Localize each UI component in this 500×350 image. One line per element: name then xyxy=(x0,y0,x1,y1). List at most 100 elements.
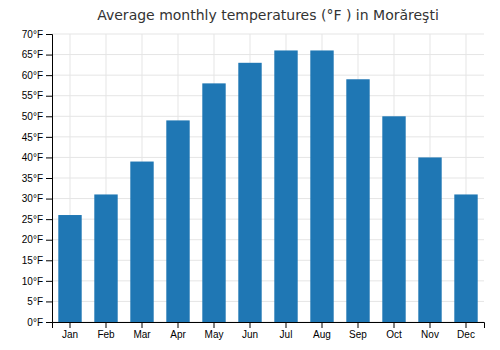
tick-label: 55°F xyxy=(22,90,43,101)
y-tick: 55°F xyxy=(22,90,52,101)
x-tick: Mar xyxy=(133,322,151,340)
y-tick: 10°F xyxy=(22,276,52,287)
tick-mark xyxy=(46,116,52,117)
grid xyxy=(52,34,484,322)
tick-mark xyxy=(46,322,52,323)
tick-mark xyxy=(214,322,215,328)
tick-mark xyxy=(46,137,52,138)
tick-mark xyxy=(46,219,52,220)
tick-mark xyxy=(322,322,323,328)
bars xyxy=(58,50,477,322)
tick-label: 5°F xyxy=(27,296,43,307)
bar xyxy=(454,194,477,322)
bar xyxy=(346,79,369,322)
tick-label: Apr xyxy=(170,329,186,340)
tick-mark xyxy=(46,34,52,35)
bar xyxy=(418,157,441,322)
tick-mark xyxy=(430,322,431,328)
tick-mark xyxy=(46,157,52,158)
axis-line xyxy=(46,35,53,323)
tick-label: 15°F xyxy=(22,255,43,266)
grid-line xyxy=(52,34,484,35)
tick-label: 70°F xyxy=(22,29,43,40)
tick-mark xyxy=(394,322,395,328)
y-tick: 50°F xyxy=(22,111,52,122)
tick-label: 10°F xyxy=(22,276,43,287)
tick-mark xyxy=(46,75,52,76)
x-tick: Jul xyxy=(280,322,293,340)
tick-label: Oct xyxy=(386,329,402,340)
bar xyxy=(274,50,297,322)
bar xyxy=(166,120,189,322)
tick-mark xyxy=(70,322,71,328)
tick-mark xyxy=(358,322,359,328)
tick-label: Sep xyxy=(349,329,367,340)
y-tick: 25°F xyxy=(22,214,52,225)
y-tick: 70°F xyxy=(22,29,52,40)
grid-line xyxy=(52,75,484,76)
x-tick: Dec xyxy=(457,322,475,340)
tick-label: Mar xyxy=(133,329,151,340)
tick-label: Aug xyxy=(313,329,331,340)
x-tick: Sep xyxy=(349,322,367,340)
tick-label: Dec xyxy=(457,329,475,340)
tick-label: 40°F xyxy=(22,152,43,163)
tick-mark xyxy=(178,322,179,328)
tick-mark xyxy=(46,260,52,261)
tick-label: 60°F xyxy=(22,70,43,81)
x-tick: Apr xyxy=(170,322,186,340)
tick-label: 50°F xyxy=(22,111,43,122)
tick-label: 30°F xyxy=(22,193,43,204)
y-tick: 15°F xyxy=(22,255,52,266)
y-tick: 40°F xyxy=(22,152,52,163)
x-axis: Jan Feb Mar Apr May Jun Jul Aug Sep Oct Nov Dec xyxy=(53,322,485,340)
x-tick: Feb xyxy=(97,322,115,340)
title: Average monthly temperatures (°F ) in Mo… xyxy=(97,7,439,23)
y-tick: 30°F xyxy=(22,193,52,204)
tick-label: 20°F xyxy=(22,234,43,245)
bar xyxy=(382,116,405,322)
tick-mark xyxy=(286,322,287,328)
y-tick: 65°F xyxy=(22,49,52,60)
tick-mark xyxy=(142,322,143,328)
tick-mark xyxy=(250,322,251,328)
tick-mark xyxy=(46,55,52,56)
grid-line xyxy=(52,54,484,55)
y-tick: 5°F xyxy=(27,296,52,307)
plot: Jan Feb Mar Apr May Jun Jul Aug Sep Oct Nov Dec 0°F 5… xyxy=(22,29,485,340)
tick-label: Jun xyxy=(242,329,258,340)
x-tick: Aug xyxy=(313,322,331,340)
tick-label: 35°F xyxy=(22,173,43,184)
axis-line xyxy=(53,323,485,329)
y-tick: 45°F xyxy=(22,132,52,143)
tick-mark xyxy=(46,178,52,179)
x-tick: Oct xyxy=(386,322,402,340)
x-tick: Nov xyxy=(421,322,439,340)
tick-label: Nov xyxy=(421,329,439,340)
tick-label: 0°F xyxy=(27,317,43,328)
x-tick: Jan xyxy=(62,322,78,340)
tick-label: 45°F xyxy=(22,132,43,143)
tick-label: Jul xyxy=(280,329,293,340)
grid-line xyxy=(52,116,484,117)
tick-mark xyxy=(46,301,52,302)
y-tick: 0°F xyxy=(27,317,52,328)
tick-mark xyxy=(106,322,107,328)
tick-label: 65°F xyxy=(22,49,43,60)
grid-line xyxy=(52,95,484,96)
y-tick: 20°F xyxy=(22,234,52,245)
y-axis: 0°F 5°F 10°F 15°F 20°F 25°F 30°F 35°F 40°F 45°F 50… xyxy=(22,29,53,328)
tick-label: Feb xyxy=(97,329,115,340)
bar xyxy=(130,162,153,322)
tick-label: Jan xyxy=(62,329,78,340)
bar xyxy=(58,215,81,322)
x-tick: May xyxy=(205,322,224,340)
tick-mark xyxy=(46,240,52,241)
tick-mark xyxy=(466,322,467,328)
tick-mark xyxy=(46,281,52,282)
tick-mark xyxy=(46,199,52,200)
bar xyxy=(310,50,333,322)
y-tick: 35°F xyxy=(22,173,52,184)
x-tick: Jun xyxy=(242,322,258,340)
tick-label: 25°F xyxy=(22,214,43,225)
